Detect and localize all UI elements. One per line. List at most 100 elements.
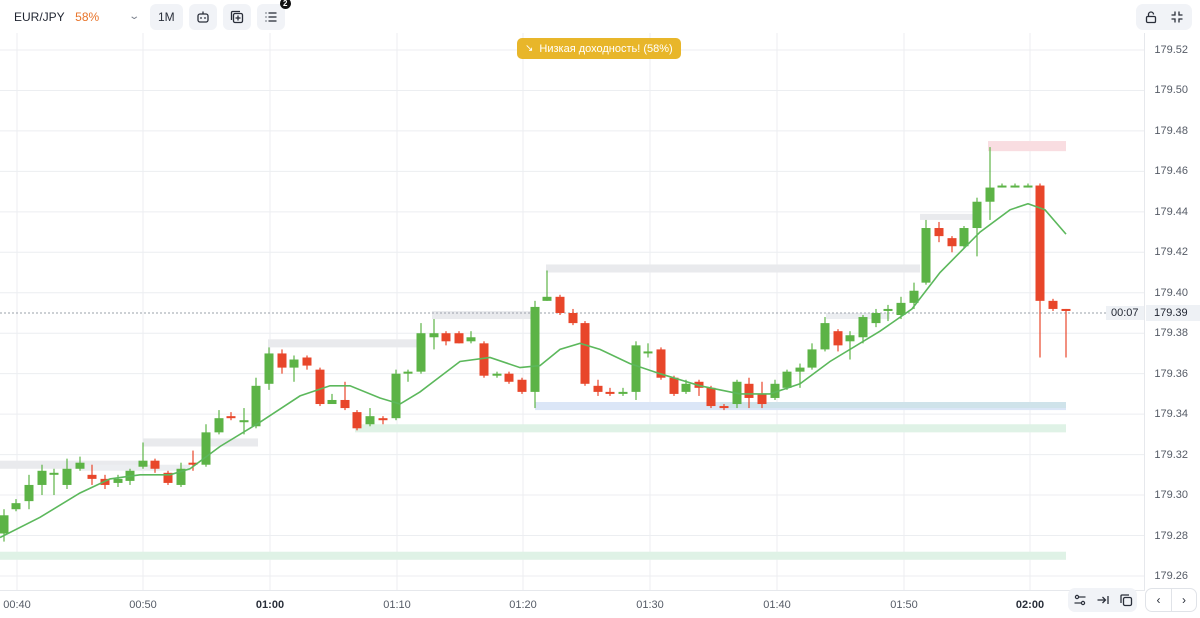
candle <box>530 300 540 409</box>
level-zone <box>355 424 1066 433</box>
candle <box>454 331 464 344</box>
level-zone <box>268 339 420 348</box>
top-toolbar: EUR/JPY 58% ⌄ 1M 2 <box>0 0 1200 33</box>
settings-sliders-icon <box>1074 594 1085 606</box>
candle <box>694 379 704 396</box>
price-tick-label: 179.40 <box>1154 286 1188 299</box>
level-zone <box>546 264 920 273</box>
candle <box>706 385 716 409</box>
candle <box>1061 308 1071 358</box>
indicators-button[interactable]: 2 <box>256 0 291 30</box>
collapse-icon <box>1171 11 1183 23</box>
chevron-left-icon: ‹ <box>1156 593 1161 607</box>
candle <box>352 410 362 431</box>
price-tick-label: 179.32 <box>1154 448 1188 461</box>
candle <box>568 308 578 326</box>
candle <box>845 331 855 360</box>
time-tick-label: 01:30 <box>636 599 664 611</box>
candle <box>239 408 249 435</box>
scroll-right-button[interactable]: › <box>1171 589 1196 611</box>
chart-settings-button[interactable] <box>1068 588 1091 612</box>
candle <box>201 424 211 467</box>
candle <box>770 379 780 400</box>
chevron-down-icon: ⌄ <box>127 11 140 22</box>
candle <box>315 367 325 407</box>
copy-button[interactable] <box>1114 588 1137 612</box>
candle <box>492 371 502 378</box>
alert-text: Низкая доходность! (58%) <box>539 42 673 55</box>
robot-icon <box>197 11 209 23</box>
candle <box>403 369 413 382</box>
candle <box>820 317 830 352</box>
candle <box>909 282 919 309</box>
candle <box>113 474 123 487</box>
price-tick-label: 179.46 <box>1154 165 1188 178</box>
asset-name: EUR/JPY <box>14 9 65 24</box>
candle <box>251 377 261 429</box>
time-tick-label: 00:40 <box>3 599 31 611</box>
price-axis[interactable]: 179.52 179.50 179.48 179.46 179.44 179.42 179.… <box>1144 33 1200 590</box>
lock-icon <box>1145 11 1157 24</box>
price-tick-label: 179.42 <box>1154 246 1188 259</box>
candle <box>757 381 767 409</box>
candle <box>138 442 148 469</box>
timeframe-button[interactable]: 1M <box>150 3 183 30</box>
current-price-label: 179.39 <box>1146 304 1200 321</box>
bot-button[interactable] <box>188 3 217 30</box>
candle <box>858 315 868 344</box>
candle <box>429 319 439 350</box>
price-tick-label: 179.34 <box>1154 408 1188 421</box>
copy-icon <box>1119 594 1132 607</box>
candle <box>391 369 401 421</box>
candle <box>302 355 312 370</box>
time-tick-label: 00:50 <box>129 599 157 611</box>
price-tick-label: 179.38 <box>1154 327 1188 340</box>
candle <box>631 341 641 400</box>
candle <box>1010 183 1020 188</box>
candle <box>504 371 514 384</box>
candle <box>277 349 287 374</box>
level-zone <box>80 464 190 471</box>
candle <box>416 323 426 374</box>
lock-button[interactable] <box>1138 4 1164 30</box>
candle <box>985 147 995 220</box>
list-icon <box>265 11 277 22</box>
collapse-button[interactable] <box>1164 4 1190 30</box>
time-tick-label: 01:00 <box>255 599 285 611</box>
chart-navigation: ‹ › <box>1145 588 1197 612</box>
candle <box>1035 183 1045 358</box>
price-chart-canvas[interactable] <box>0 33 1145 590</box>
add-chart-button[interactable] <box>222 3 251 30</box>
time-tick-label: 01:50 <box>890 599 918 611</box>
candle <box>378 416 388 425</box>
price-tick-label: 179.36 <box>1154 367 1188 380</box>
candle <box>782 369 792 390</box>
low-payout-alert: ↘ Низкая доходность! (58%) <box>517 38 681 59</box>
jump-to-latest-button[interactable] <box>1091 588 1114 612</box>
candle <box>921 219 931 285</box>
candle <box>618 387 628 396</box>
time-tick-label: 01:20 <box>509 599 537 611</box>
price-tick-label: 179.28 <box>1154 529 1188 542</box>
candle <box>959 226 969 249</box>
time-axis[interactable]: 00:40 00:50 01:00 01:10 01:20 01:30 01:40 01:50… <box>0 590 1145 618</box>
candle <box>62 458 72 489</box>
candle <box>327 393 337 405</box>
candle <box>719 404 729 411</box>
candle <box>24 474 34 510</box>
asset-selector[interactable]: EUR/JPY 58% ⌄ <box>6 4 144 30</box>
candle <box>479 341 489 378</box>
candle <box>833 329 843 352</box>
candle <box>1048 298 1058 311</box>
price-tick-label: 179.50 <box>1154 84 1188 97</box>
level-zone <box>720 402 1066 409</box>
moving-average-line <box>0 202 1067 539</box>
candle <box>871 308 881 328</box>
candle <box>75 456 85 471</box>
scroll-left-button[interactable]: ‹ <box>1146 589 1171 611</box>
candle <box>972 197 982 257</box>
candle <box>896 296 906 320</box>
candle <box>669 375 679 396</box>
candle <box>37 464 47 496</box>
